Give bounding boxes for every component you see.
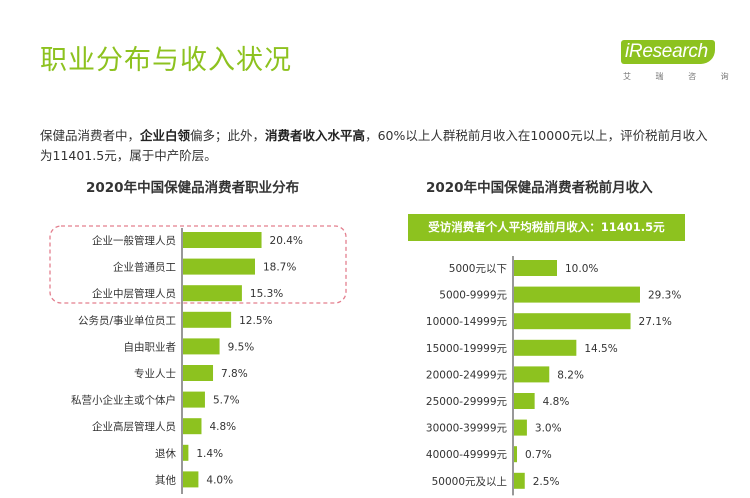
desc-part: 保健品消费者中， — [40, 128, 141, 143]
bar-8 — [514, 472, 525, 489]
bar-5 — [514, 393, 535, 409]
description-text: 保健品消费者中，企业白领偏多；此外，消费者收入水平高，60%以上人群税前月收入在… — [40, 126, 720, 166]
value-label-5: 7.8% — [221, 368, 248, 380]
category-label-9: 其他 — [155, 473, 176, 486]
category-label-2: 企业中层管理人员 — [92, 287, 176, 300]
value-label-9: 4.0% — [206, 474, 233, 486]
value-label-1: 18.7% — [263, 262, 296, 274]
category-label-7: 企业高层管理人员 — [92, 420, 176, 433]
value-label-0: 10.0% — [565, 263, 598, 275]
value-label-2: 15.3% — [250, 288, 283, 300]
bar-9 — [183, 471, 199, 488]
bar-3 — [514, 339, 577, 356]
category-label-3: 公务员/事业单位员工 — [78, 314, 176, 327]
category-label-0: 5000元以下 — [449, 263, 507, 275]
value-label-8: 2.5% — [533, 476, 560, 488]
value-label-5: 4.8% — [543, 396, 570, 408]
value-label-3: 14.5% — [584, 343, 617, 355]
category-label-4: 自由职业者 — [124, 340, 177, 353]
value-label-6: 3.0% — [535, 423, 562, 435]
category-label-6: 30000-39999元 — [426, 423, 508, 435]
desc-emphasis: 消费者收入水平高 — [265, 128, 366, 143]
bar-5 — [183, 365, 214, 381]
bar-4 — [183, 338, 220, 355]
category-label-7: 40000-49999元 — [426, 449, 508, 461]
bar-6 — [183, 391, 205, 408]
highlight-box — [49, 225, 347, 304]
bar-1 — [514, 286, 640, 303]
logo-badge: iResearch — [621, 40, 715, 64]
value-label-7: 0.7% — [525, 449, 552, 461]
bar-3 — [183, 311, 232, 328]
desc-part: 偏多；此外， — [190, 128, 266, 143]
income-chart-title: 2020年中国保健品消费者税前月收入 — [426, 180, 653, 196]
value-label-4: 8.2% — [557, 369, 584, 381]
bar-8 — [183, 444, 189, 461]
value-label-2: 27.1% — [639, 316, 672, 328]
value-label-8: 1.4% — [196, 448, 223, 460]
bar-2 — [183, 285, 242, 302]
bar-4 — [514, 366, 550, 383]
bar-6 — [514, 419, 527, 436]
value-label-3: 12.5% — [239, 315, 272, 327]
category-label-5: 专业人士 — [134, 367, 176, 380]
category-label-5: 25000-29999元 — [426, 396, 508, 408]
value-label-6: 5.7% — [213, 395, 240, 407]
average-income-banner: 受访消费者个人平均税前月收入：11401.5元 — [408, 214, 685, 241]
category-label-3: 15000-19999元 — [426, 343, 508, 355]
category-label-1: 5000-9999元 — [439, 290, 507, 302]
occupation-chart-title: 2020年中国保健品消费者职业分布 — [86, 180, 300, 196]
value-label-4: 9.5% — [228, 341, 255, 353]
bar-7 — [183, 418, 202, 435]
bar-7 — [514, 446, 518, 463]
category-label-0: 企业一般管理人员 — [92, 234, 176, 247]
desc-part: ，60%以上人群税前月收入在10000元以上，评价税前月收入为11401.5元，… — [40, 128, 708, 163]
iresearch-logo: iResearch 艾 瑞 咨 询 — [621, 38, 740, 88]
value-label-7: 4.8% — [209, 421, 236, 433]
page-title: 职业分布与收入状况 — [40, 45, 292, 76]
logo-subtitle: 艾 瑞 咨 询 — [623, 72, 740, 81]
category-label-8: 50000元及以上 — [432, 476, 507, 488]
bar-0 — [514, 260, 557, 276]
bar-2 — [514, 313, 631, 330]
value-label-1: 29.3% — [648, 290, 681, 302]
bar-1 — [183, 258, 255, 275]
category-label-2: 10000-14999元 — [426, 316, 508, 328]
category-label-8: 退休 — [155, 448, 176, 460]
category-label-4: 20000-24999元 — [426, 369, 508, 381]
category-label-6: 私营小企业主或个体户 — [71, 394, 176, 407]
desc-emphasis: 企业白领 — [140, 128, 191, 143]
bar-0 — [183, 232, 262, 248]
category-label-1: 企业普通员工 — [113, 261, 176, 274]
value-label-0: 20.4% — [270, 235, 303, 247]
